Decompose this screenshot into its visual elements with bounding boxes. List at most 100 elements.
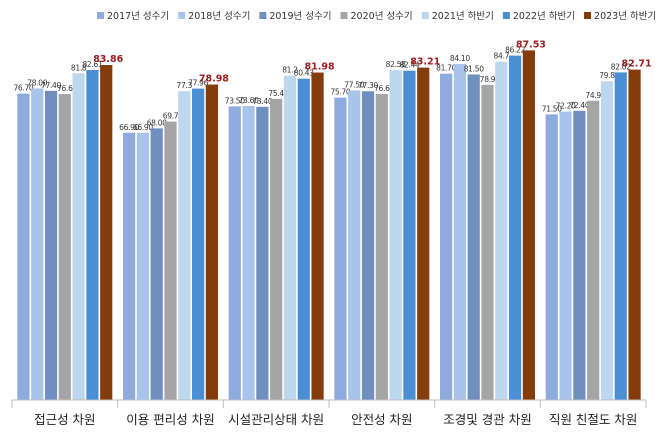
bar-5-3 [587,100,600,401]
data-label-4-4: 84.7 [494,52,510,61]
bar-0-6 [100,65,113,401]
bar-3-4 [389,70,402,400]
data-label-1-0: 66.90 [119,123,139,132]
data-label-4-3: 78.9 [480,75,496,84]
data-label-5-1: 72.20 [556,102,576,111]
legend-label-5: 2022년 하반기 [513,10,575,22]
bar-2-2 [256,106,269,401]
bar-1-3 [164,121,177,400]
legend-swatch-6 [584,12,592,19]
legend-swatch-1 [178,12,186,19]
data-label-0-2: 77.40 [41,81,61,90]
data-label-1-5: 77.96 [188,79,208,88]
data-label-0-5: 82.61 [82,60,102,69]
bar-1-4 [178,91,191,401]
bar-5-2 [573,110,586,401]
data-label-2-1: 73.60 [239,96,259,105]
legend-swatch-0 [97,12,104,19]
bar-4-5 [509,55,522,400]
legend: 2017년 성수기 2018년 성수기 2019년 성수기 2020년 성수기 2021… [97,10,656,22]
data-label-2-4: 81.2 [282,66,298,75]
bar-area: 76.7078.0077.4076.681.882.6183.8666.9066… [13,39,652,401]
bar-2-0 [228,106,241,401]
bar-3-5 [403,70,416,400]
legend-label-6: 2023년 하반기 [594,10,656,22]
bar-1-2 [150,128,163,400]
data-label-5-0: 71.50 [542,104,562,113]
bar-2-1 [242,106,255,401]
data-label-4-0: 81.70 [436,64,456,73]
category-label-4: 조경및 경관 차원 [443,412,531,427]
data-label-1-2: 68.00 [147,118,167,127]
data-label-0-3: 76.6 [57,84,73,93]
category-label-2: 시설관리상태 차원 [228,412,324,427]
legend-label-4: 2021년 하반기 [432,10,494,22]
data-label-1-1: 66.90 [133,123,153,132]
data-label-4-1: 84.10 [450,54,470,63]
data-label-3-4: 82.58 [386,60,406,69]
data-label-1-6: 78.98 [199,74,229,85]
data-label-0-4: 81.8 [71,63,87,72]
bar-3-6 [417,67,430,400]
legend-swatch-5 [502,12,510,19]
data-label-0-1: 78.00 [27,78,47,87]
bar-3-0 [334,97,347,401]
bar-4-3 [481,84,494,401]
bar-5-0 [545,114,558,401]
bar-2-6 [311,72,324,400]
bar-2-4 [283,75,297,400]
bar-0-1 [31,88,44,400]
legend-label-2: 2019년 성수기 [269,11,331,22]
data-label-5-4: 79.8 [599,71,615,80]
data-label-3-5: 82.44 [399,61,419,70]
bar-2-5 [297,78,310,400]
data-label-2-0: 73.50 [225,96,245,105]
data-label-4-2: 81.50 [464,64,484,73]
data-label-4-6: 87.53 [516,39,546,50]
bar-0-2 [44,90,58,400]
legend-swatch-3 [340,12,348,19]
category-label-1: 이용 편리성 차원 [126,412,214,427]
bar-1-6 [205,84,218,401]
data-label-0-6: 83.86 [93,54,123,65]
category-label-0: 접근성 차원 [34,412,95,427]
bar-0-0 [17,93,30,401]
bar-3-3 [375,94,388,400]
bar-5-4 [600,81,614,400]
legend-label-1: 2018년 성수기 [188,11,250,22]
data-label-2-2: 73.40 [252,97,272,106]
data-label-3-2: 77.30 [358,81,378,90]
bar-4-1 [453,64,466,400]
data-label-2-3: 75.4 [268,89,284,98]
bar-4-4 [495,61,508,400]
bar-1-1 [136,132,149,400]
data-label-3-6: 83.21 [410,57,440,68]
bar-4-2 [467,74,480,401]
x-axis: 접근성 차원 이용 편리성 차원 시설관리상태 차원 안전성 차원 조경및 경관 차원 직… [11,399,647,427]
legend-label-0: 2017년 성수기 [107,11,169,22]
legend-swatch-4 [421,12,429,19]
bar-0-4 [72,73,85,400]
data-label-1-4: 77.3 [177,81,193,90]
bar-5-6 [628,69,641,400]
bar-3-2 [361,91,375,401]
data-label-3-3: 76.6 [374,84,390,93]
data-label-0-0: 76.70 [13,84,33,93]
bar-3-1 [348,90,361,401]
data-label-4-5: 86.22 [505,46,525,55]
category-label-3: 안전성 차원 [351,412,412,427]
bar-5-5 [614,72,627,400]
bar-5-1 [559,111,572,401]
data-label-5-5: 82.02 [611,62,631,71]
bar-1-5 [192,88,205,400]
legend-label-3: 2020년 성수기 [351,11,413,22]
data-label-3-1: 77.50 [344,80,364,89]
bar-0-3 [58,94,71,400]
legend-swatch-2 [259,12,267,19]
bar-1-0 [123,132,136,400]
bar-0-5 [86,70,99,400]
data-label-3-0: 75.70 [330,88,350,97]
data-label-2-5: 80.43 [294,69,314,78]
data-label-2-6: 81.98 [305,62,335,73]
